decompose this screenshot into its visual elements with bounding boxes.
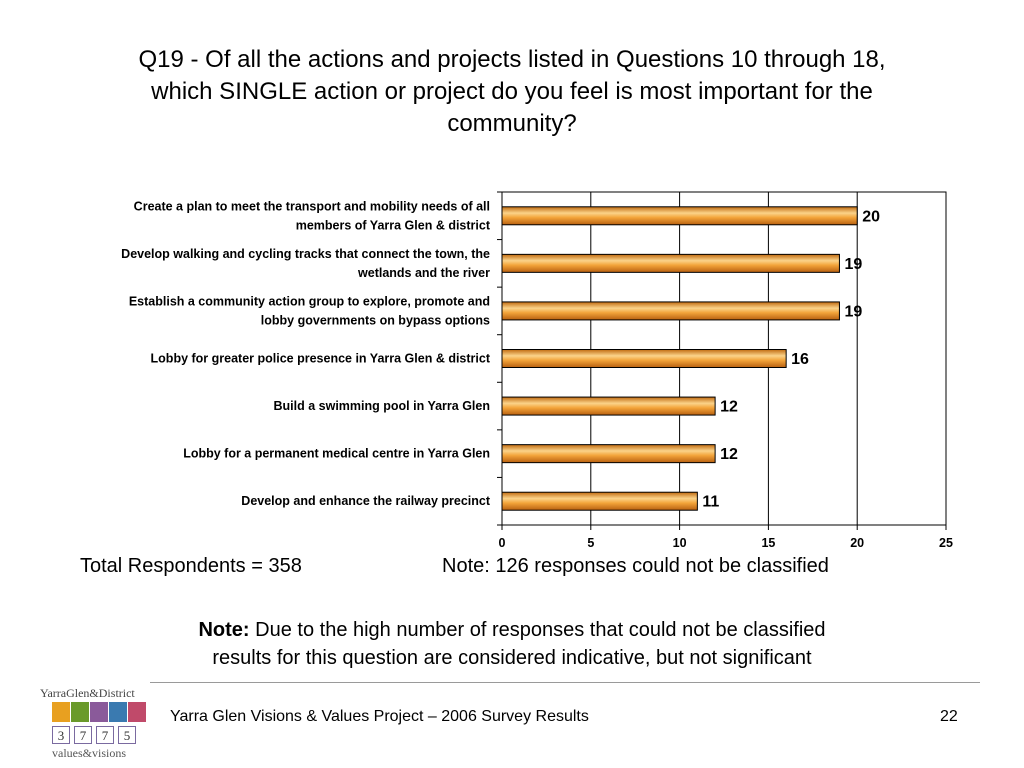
logo-tile — [71, 702, 89, 722]
significance-note: Note: Due to the high number of response… — [40, 616, 984, 672]
x-tick-label: 20 — [850, 536, 864, 550]
data-label: 16 — [791, 351, 809, 368]
bar — [501, 491, 698, 511]
bar — [501, 349, 787, 368]
title-line-3: community? — [447, 110, 577, 137]
bar — [501, 301, 840, 321]
footer-divider — [150, 682, 980, 683]
logo-tagline: values&visions — [52, 746, 126, 760]
note-lead: Note: — [198, 619, 250, 641]
x-tick-label: 0 — [499, 536, 506, 550]
x-tick-label: 10 — [673, 536, 687, 550]
x-tick-label: 25 — [939, 536, 953, 550]
chart-bars — [501, 206, 858, 511]
category-label: Build a swimming pool in Yarra Glen — [274, 399, 490, 413]
page-number: 22 — [940, 708, 958, 725]
category-label: Develop walking and cycling tracks that … — [121, 247, 490, 261]
title-line-1: Q19 - Of all the actions and projects li… — [138, 46, 886, 73]
data-label: 19 — [844, 256, 862, 273]
chart-x-tick-labels: 0 5 10 15 20 25 — [499, 536, 953, 550]
category-label: wetlands and the river — [357, 266, 490, 280]
bar-chart: Create a plan to meet the transport and … — [121, 191, 953, 550]
data-label: 12 — [720, 399, 738, 416]
category-label: lobby governments on bypass options — [261, 313, 490, 327]
title-line-2: which SINGLE action or project do you fe… — [151, 78, 873, 105]
category-label: members of Yarra Glen & district — [296, 218, 491, 232]
note-line-2: results for this question are considered… — [212, 647, 812, 669]
category-label: Create a plan to meet the transport and … — [134, 199, 490, 213]
x-tick-label: 5 — [587, 536, 594, 550]
unclassified-note: Note: 126 responses could not be classif… — [442, 555, 829, 577]
data-label: 19 — [844, 303, 862, 320]
logo-tile — [90, 702, 108, 722]
bar — [501, 253, 840, 273]
logo-tile — [109, 702, 127, 722]
footer-text: Yarra Glen Visions & Values Project – 20… — [170, 708, 589, 725]
logo-digit: 7 — [96, 726, 114, 744]
bar — [501, 444, 716, 464]
data-label: 20 — [862, 208, 880, 225]
chart-category-labels: Create a plan to meet the transport and … — [121, 199, 491, 508]
x-tick-label: 15 — [761, 536, 775, 550]
logo-brand-text: YarraGlen&District — [40, 686, 135, 700]
logo-digit: 3 — [52, 726, 70, 744]
category-label: Lobby for a permanent medical centre in … — [183, 447, 490, 461]
logo-digit: 5 — [118, 726, 136, 744]
logo-tile — [52, 702, 70, 722]
bar — [501, 396, 716, 416]
chart-data-labels: 20 19 19 16 12 12 11 — [702, 208, 880, 510]
data-label: 11 — [702, 494, 719, 511]
total-respondents: Total Respondents = 358 — [80, 555, 302, 577]
logo-digit: 7 — [74, 726, 92, 744]
category-label: Develop and enhance the railway precinct — [241, 494, 491, 508]
category-label: Lobby for greater police presence in Yar… — [151, 352, 491, 366]
bar — [501, 206, 858, 226]
chart-gridlines — [497, 191, 947, 530]
category-label: Establish a community action group to ex… — [129, 294, 490, 308]
slide-title: Q19 - Of all the actions and projects li… — [40, 44, 984, 140]
data-label: 12 — [720, 446, 738, 463]
note-line-1: Due to the high number of responses that… — [249, 619, 826, 641]
logo-tile — [128, 702, 146, 722]
